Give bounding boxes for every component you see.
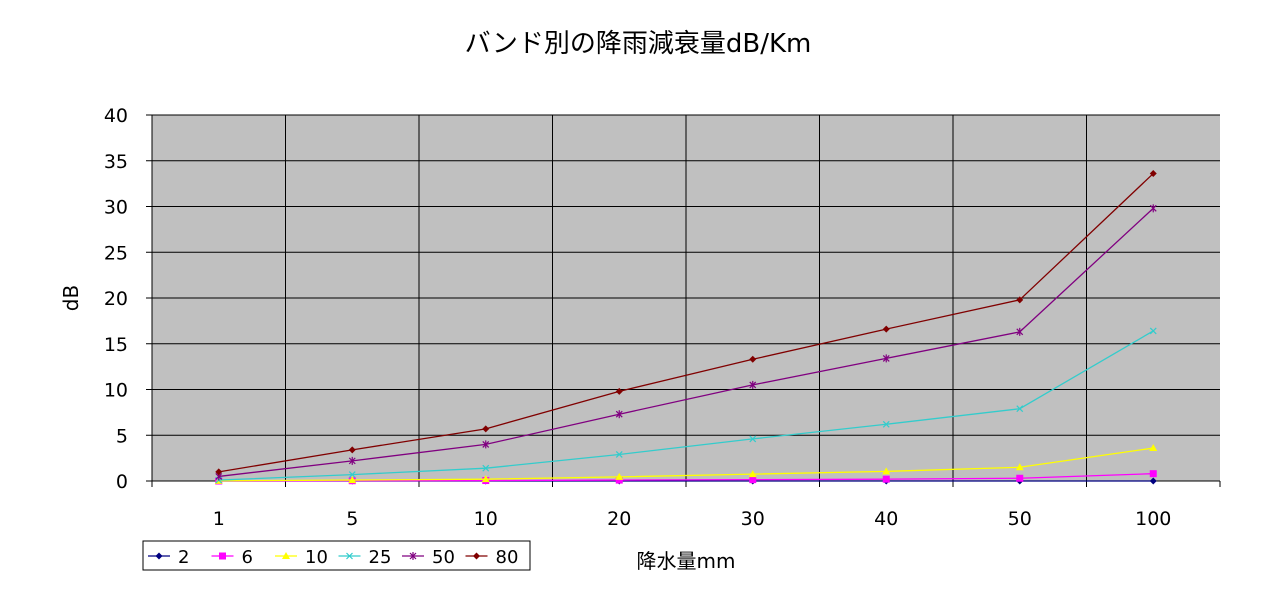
series-line [218, 447, 1154, 482]
data-point [748, 470, 757, 478]
data-point [1016, 296, 1024, 304]
x-axis-label: 降水量mm [637, 549, 736, 573]
y-tick-label: 20 [104, 288, 128, 310]
data-point [615, 476, 623, 484]
data-point [615, 410, 623, 419]
data-point [1149, 444, 1158, 452]
legend-entry: 2 [148, 547, 189, 568]
legend-entry: 6 [211, 547, 253, 568]
marker-stroke [1149, 327, 1157, 335]
y-tick-label: 40 [104, 105, 128, 127]
data-point [348, 456, 356, 465]
data-point [749, 380, 757, 389]
y-tick-label: 0 [116, 471, 128, 493]
y-tick-label: 35 [104, 151, 128, 173]
series-line [218, 207, 1154, 478]
legend-marker [473, 552, 480, 560]
x-tick-label: 30 [741, 508, 765, 530]
data-point [215, 468, 223, 476]
x-tick-label: 10 [474, 508, 498, 530]
data-point [882, 475, 890, 483]
legend-marker [282, 552, 290, 559]
marker-stroke [749, 435, 757, 443]
legend-label: 80 [496, 547, 519, 568]
y-tick-label: 5 [116, 425, 128, 447]
series-line [218, 330, 1154, 481]
y-tick-label: 10 [104, 380, 128, 402]
legend-entry: 10 [275, 547, 328, 568]
legend-entry: 80 [465, 547, 519, 568]
data-point [749, 476, 757, 484]
x-tick-label: 100 [1135, 508, 1171, 530]
data-point [1149, 470, 1157, 478]
data-point [882, 420, 890, 428]
x-axis-ticks: 1 5 10 20 30 40 50 100 [213, 508, 1172, 530]
legend-marker [219, 552, 226, 560]
series-line [218, 173, 1154, 473]
data-point [615, 472, 624, 480]
legend-label: 10 [305, 547, 328, 568]
series-line [218, 473, 1154, 482]
series-10 [214, 444, 1158, 484]
y-tick-label: 30 [104, 197, 128, 219]
data-point [482, 464, 490, 472]
legend-marker [155, 552, 163, 560]
data-point [1016, 405, 1024, 413]
data-point [882, 354, 890, 363]
data-point [615, 387, 623, 395]
data-point [1015, 463, 1024, 471]
series-80 [215, 170, 1157, 476]
data-point [1016, 327, 1024, 336]
x-tick-label: 20 [607, 508, 631, 530]
data-point [1149, 477, 1157, 485]
series-25 [215, 327, 1157, 484]
y-tick-label: 25 [104, 242, 128, 264]
x-tick-label: 40 [874, 508, 898, 530]
data-point [482, 425, 490, 433]
data-point [348, 471, 356, 479]
x-tick-label: 50 [1008, 508, 1032, 530]
legend-entry: 25 [338, 547, 392, 568]
marker-stroke [482, 464, 490, 472]
legend-entry: 50 [402, 547, 455, 568]
data-point [1016, 474, 1024, 482]
data-point [1149, 327, 1157, 335]
marker-stroke [1016, 405, 1024, 413]
x-tick-label: 1 [213, 508, 225, 530]
data-point [749, 435, 757, 443]
gridlines [152, 114, 1220, 481]
legend-label: 6 [242, 547, 253, 568]
series-lines [214, 170, 1158, 485]
chart-title: バンド別の降雨減衰量dB/Km [465, 29, 812, 59]
x-tick-label: 5 [346, 508, 358, 530]
marker-stroke [348, 471, 356, 479]
data-point [348, 476, 357, 484]
data-point [615, 451, 623, 458]
data-point [1149, 204, 1157, 213]
legend-label: 2 [178, 547, 189, 568]
marker-stroke [615, 451, 623, 458]
legend: 2 6 10 25 50 80 [142, 540, 531, 571]
data-point [348, 446, 356, 454]
y-axis-ticks: 0 5 10 15 20 25 30 35 40 [104, 105, 128, 493]
y-tick-label: 15 [104, 334, 128, 356]
y-axis-label: dB [59, 285, 83, 311]
series-50 [215, 204, 1157, 481]
legend-label: 50 [432, 547, 455, 568]
legend-marker [409, 552, 417, 560]
marker-stroke [882, 420, 890, 428]
data-point [482, 440, 490, 449]
data-point [1149, 170, 1157, 178]
marker-stroke [346, 552, 353, 560]
legend-label: 25 [369, 547, 392, 568]
data-point [749, 355, 757, 363]
legend-marker [346, 552, 353, 560]
data-point [882, 467, 891, 475]
data-point [481, 475, 490, 483]
data-point [882, 325, 890, 333]
